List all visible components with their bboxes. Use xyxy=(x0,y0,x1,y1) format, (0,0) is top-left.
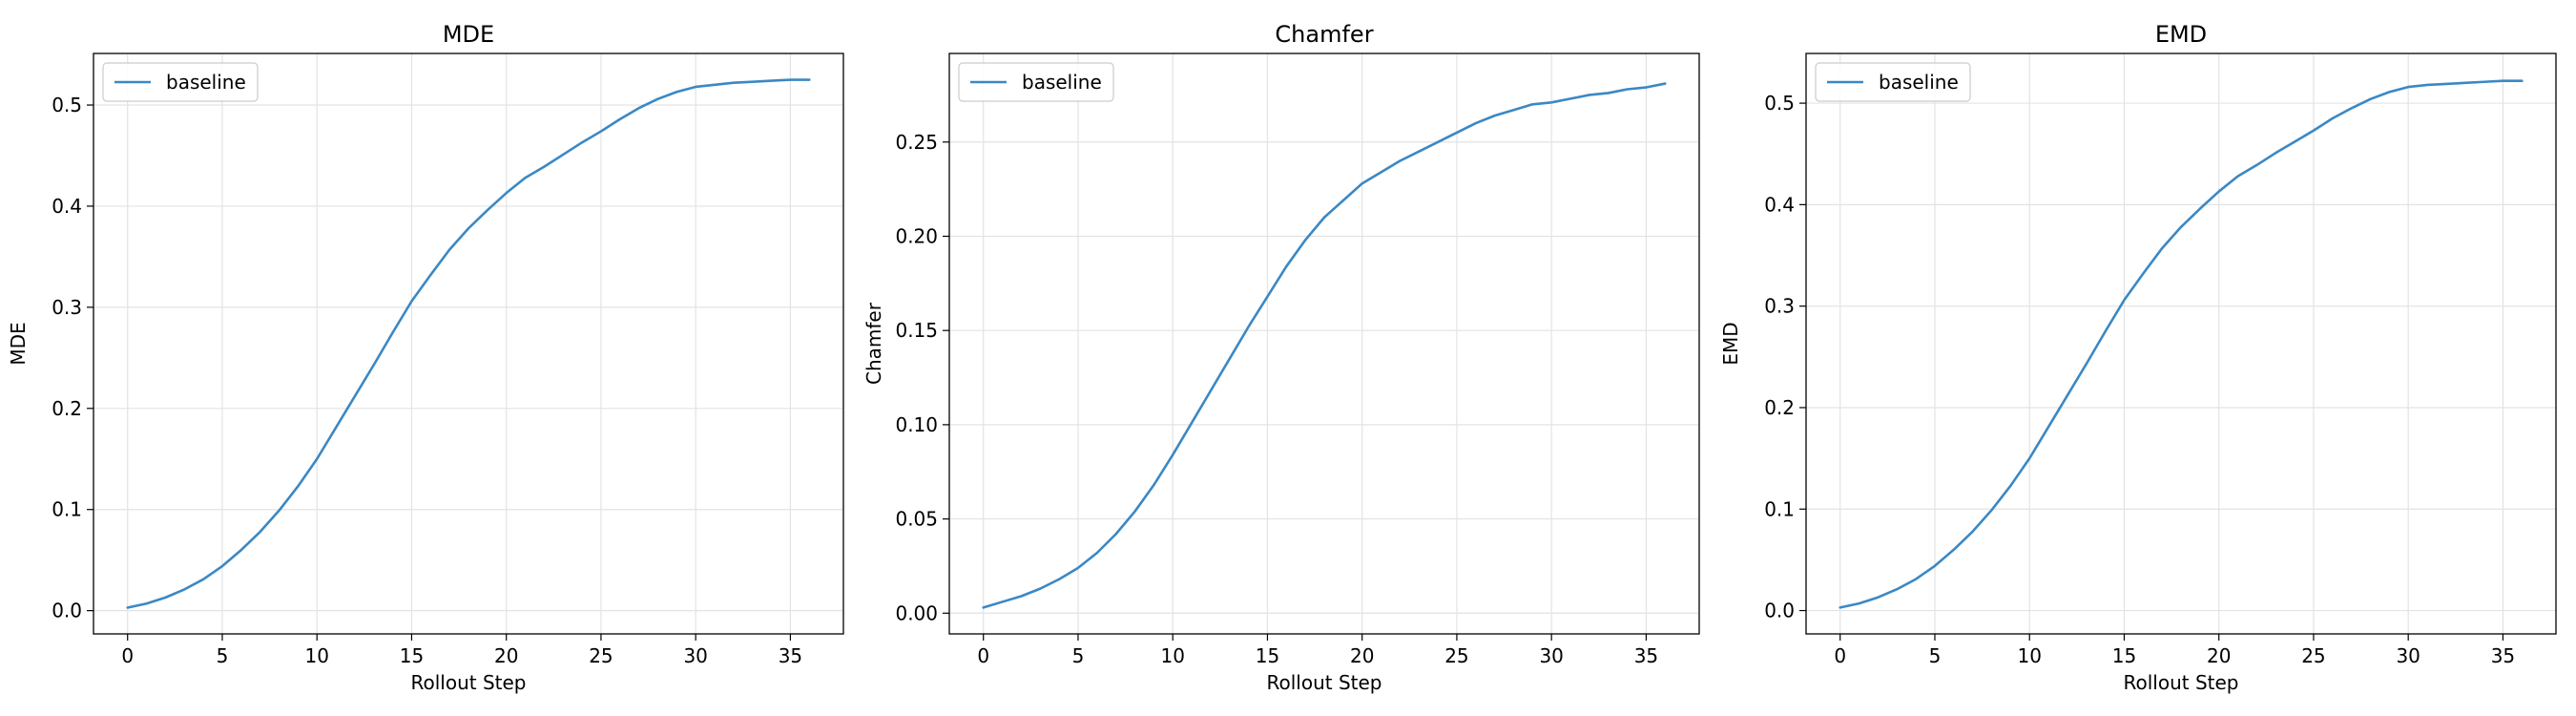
chart-3-legend-label-1: baseline xyxy=(1879,71,1959,94)
chart-1-series-line-1 xyxy=(126,78,811,609)
chart-2-ytick-label-0: 0.00 xyxy=(895,601,938,624)
chart-2-xtick-label-3: 15 xyxy=(1256,644,1279,667)
chart-3-series-line-1 xyxy=(1839,79,2524,609)
chart-1-xlabel: Rollout Step xyxy=(411,671,527,694)
chart-3-ytick-label-2: 0.2 xyxy=(1764,396,1795,419)
chart-2-title: Chamfer xyxy=(1275,21,1373,48)
chart-3-ytick-label-0: 0.0 xyxy=(1764,600,1795,622)
chart-3-xtick-label-4: 20 xyxy=(2207,644,2231,667)
chart-1-legend-box xyxy=(102,62,259,102)
chart-2-xlabel: Rollout Step xyxy=(1267,671,1382,694)
chart-1-legend-label-1: baseline xyxy=(166,71,246,94)
chart-2-xtick-label-1: 5 xyxy=(1072,644,1085,667)
chart-1-xtick-label-0: 0 xyxy=(121,644,134,667)
chart-2-series-line-1 xyxy=(982,82,1667,609)
chart-1: 0 5 10 15 20 25 30 35 0.0 0.1 0.2 0.3 0.4 0.5 MDE Rollo… xyxy=(7,21,844,694)
chart-3-xtick-label-2: 10 xyxy=(2017,644,2041,667)
chart-3-legend: baseline xyxy=(1815,62,1971,102)
chart-1-legend: baseline xyxy=(102,62,259,102)
chart-3-axes-frame xyxy=(1805,53,2557,635)
chart-3-legend-box xyxy=(1815,62,1971,102)
chart-3-ytick-label-1: 0.1 xyxy=(1764,497,1795,520)
chart-1-ytick-label-5: 0.5 xyxy=(52,94,82,116)
chart-2-xtick-label-6: 30 xyxy=(1539,644,1563,667)
chart-1-xtick-label-3: 15 xyxy=(400,644,424,667)
chart-1-xtick-label-6: 30 xyxy=(683,644,707,667)
chart-2-ytick-label-1: 0.05 xyxy=(895,508,938,531)
chart-1-ytick-label-2: 0.2 xyxy=(52,397,82,420)
chart-2-legend: baseline xyxy=(958,62,1114,102)
chart-3-ytick-label-3: 0.3 xyxy=(1764,295,1795,318)
chart-2-xtick-label-0: 0 xyxy=(977,644,989,667)
chart-3-ytick-label-4: 0.4 xyxy=(1764,193,1795,216)
chart-3-ylabel: EMD xyxy=(1719,322,1742,365)
chart-2-ytick-label-4: 0.20 xyxy=(895,224,938,247)
chart-1-axes-frame xyxy=(93,53,844,635)
chart-3-xtick-label-6: 30 xyxy=(2396,644,2420,667)
chart-2-xtick-label-2: 10 xyxy=(1160,644,1184,667)
chart-3: 0 5 10 15 20 25 30 35 0.0 0.1 0.2 0.3 0.4 0.5 EMD Rollo… xyxy=(1719,21,2557,694)
chart-3-xtick-label-0: 0 xyxy=(1834,644,1846,667)
chart-1-xtick-label-1: 5 xyxy=(217,644,229,667)
chart-2-xtick-label-4: 20 xyxy=(1350,644,1374,667)
chart-1-xtick-label-4: 20 xyxy=(494,644,518,667)
chart-1-ytick-label-3: 0.3 xyxy=(52,296,82,319)
chart-2-axes-frame xyxy=(948,53,1700,635)
chart-2-legend-box xyxy=(958,62,1114,102)
chart-2-xtick-label-7: 35 xyxy=(1634,644,1658,667)
chart-1-xtick-label-2: 10 xyxy=(304,644,328,667)
chart-3-title: EMD xyxy=(2155,21,2207,48)
chart-3-xtick-label-1: 5 xyxy=(1929,644,1942,667)
chart-3-xlabel: Rollout Step xyxy=(2124,671,2239,694)
chart-2: 0 5 10 15 20 25 30 35 0.00 0.05 0.10 0.15 0.20 0.25 Ch… xyxy=(862,21,1700,694)
chart-2-ytick-label-2: 0.10 xyxy=(895,413,938,436)
chart-1-ylabel: MDE xyxy=(7,322,30,365)
chart-3-xtick-label-7: 35 xyxy=(2491,644,2515,667)
chart-2-xtick-label-5: 25 xyxy=(1444,644,1468,667)
chart-1-title: MDE xyxy=(443,21,494,48)
chart-1-xtick-label-7: 35 xyxy=(779,644,802,667)
chart-1-xtick-label-5: 25 xyxy=(589,644,613,667)
chart-2-ylabel: Chamfer xyxy=(862,302,885,385)
chart-1-ytick-label-4: 0.4 xyxy=(52,195,82,218)
chart-1-ytick-label-1: 0.1 xyxy=(52,498,82,521)
chart-1-ytick-label-0: 0.0 xyxy=(52,600,82,622)
chart-3-ytick-label-5: 0.5 xyxy=(1764,92,1795,115)
chart-2-ytick-label-5: 0.25 xyxy=(895,131,938,154)
chart-3-xtick-label-5: 25 xyxy=(2301,644,2325,667)
chart-2-legend-label-1: baseline xyxy=(1022,71,1102,94)
chart-3-xtick-label-3: 15 xyxy=(2112,644,2136,667)
chart-2-ytick-label-3: 0.15 xyxy=(895,319,938,342)
